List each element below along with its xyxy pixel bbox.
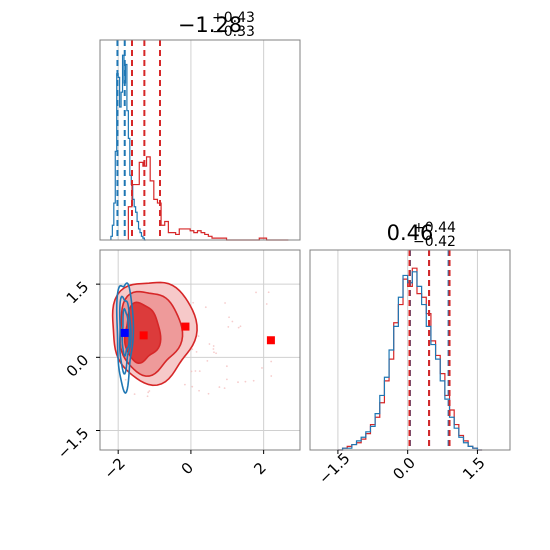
top-panel-title: −1.28 bbox=[178, 13, 242, 37]
scatter-point bbox=[223, 387, 226, 390]
bottom-hist-series bbox=[337, 250, 483, 451]
scatter-point bbox=[218, 386, 221, 388]
bottom-x-tick-label: 0.0 bbox=[389, 454, 419, 484]
scatter-point bbox=[267, 291, 270, 294]
bottom-x-tick-label: −1.5 bbox=[315, 449, 353, 487]
scatter-frame bbox=[99, 249, 301, 451]
top-histogram-panel: −1.28 +0.43 −0.33 bbox=[99, 10, 301, 241]
blue-contour-outer bbox=[115, 282, 135, 395]
bottom-hist-frame bbox=[309, 249, 511, 451]
scatter-point bbox=[194, 370, 197, 372]
bottom-panel-title: 0.46 bbox=[387, 221, 434, 245]
scatter-point bbox=[270, 360, 273, 363]
top-hist-frame bbox=[99, 39, 301, 241]
scatter-x-ticks: −2 0 2 bbox=[100, 450, 270, 483]
bottom-title-plus: +0.44 bbox=[413, 220, 456, 236]
scatter-point bbox=[237, 326, 240, 329]
top-hist-red-series bbox=[127, 156, 289, 241]
scatter-point bbox=[224, 302, 226, 304]
top-title-minus: −0.33 bbox=[212, 24, 255, 40]
blue-square-marker bbox=[120, 328, 129, 337]
bottom-title-minus: −0.42 bbox=[413, 234, 456, 250]
scatter-y-tick-label: 1.5 bbox=[63, 278, 93, 308]
scatter-point bbox=[231, 320, 234, 323]
scatter-point bbox=[252, 379, 255, 382]
scatter-point bbox=[148, 390, 151, 392]
scatter-point bbox=[191, 348, 194, 351]
scatter-point bbox=[195, 350, 198, 353]
bottom-title-value: 0.46 bbox=[387, 221, 434, 245]
scatter-content bbox=[111, 281, 275, 398]
red-square-marker bbox=[181, 322, 190, 331]
scatter-point bbox=[225, 378, 228, 381]
scatter-point bbox=[124, 378, 127, 381]
scatter-point bbox=[261, 367, 263, 369]
scatter-point bbox=[244, 380, 247, 383]
scatter-point bbox=[207, 392, 210, 395]
scatter-y-ticks: −1.5 0.0 1.5 bbox=[54, 278, 100, 463]
scatter-x-tick-label: −2 bbox=[100, 454, 128, 482]
scatter-point bbox=[225, 365, 228, 368]
scatter-point bbox=[227, 326, 230, 328]
scatter-point bbox=[204, 306, 207, 309]
scatter-point bbox=[197, 335, 200, 338]
bottom-x-ticks: −1.5 0.0 1.5 bbox=[315, 449, 489, 487]
blue-contour-mid bbox=[118, 295, 132, 375]
bottom-histogram-panel: 0.46 +0.44 −0.42 −1.5 0.0 1.5 bbox=[309, 220, 511, 488]
top-hist-series bbox=[110, 40, 289, 241]
red-square-marker bbox=[266, 336, 275, 345]
scatter-panel: −2 0 2 −1.5 0.0 1.5 bbox=[54, 249, 301, 483]
scatter-point bbox=[191, 385, 194, 388]
red-square-marker bbox=[139, 331, 148, 340]
scatter-point bbox=[183, 383, 186, 386]
scatter-point bbox=[213, 351, 215, 354]
scatter-point bbox=[206, 359, 209, 362]
scatter-point bbox=[237, 381, 239, 384]
scatter-point bbox=[147, 391, 150, 394]
scatter-point bbox=[255, 291, 257, 294]
scatter-point bbox=[190, 370, 193, 373]
scatter-y-tick-label: −1.5 bbox=[54, 424, 92, 462]
scatter-point bbox=[228, 316, 230, 319]
scatter-point bbox=[192, 301, 195, 304]
scatter-point bbox=[146, 395, 149, 398]
scatter-point bbox=[198, 389, 200, 392]
top-title-plus: +0.43 bbox=[212, 10, 255, 26]
scatter-x-tick-label: 2 bbox=[250, 459, 269, 478]
scatter-point bbox=[212, 348, 215, 350]
scatter-y-tick-label: 0.0 bbox=[63, 351, 93, 381]
scatter-point bbox=[239, 325, 242, 328]
scatter-point bbox=[215, 352, 218, 355]
scatter-point bbox=[133, 393, 136, 395]
scatter-point bbox=[270, 375, 273, 377]
top-hist-grid bbox=[117, 40, 265, 240]
scatter-point bbox=[212, 345, 215, 347]
bottom-hist-blue-series bbox=[337, 271, 483, 451]
top-title-value: −1.28 bbox=[178, 13, 242, 37]
bottom-x-tick-label: 1.5 bbox=[459, 454, 489, 484]
bottom-hist-red-series bbox=[337, 267, 483, 451]
scatter-point bbox=[208, 343, 211, 345]
scatter-x-tick-label: 0 bbox=[178, 459, 197, 478]
scatter-point bbox=[198, 370, 201, 373]
scatter-point bbox=[265, 303, 268, 305]
